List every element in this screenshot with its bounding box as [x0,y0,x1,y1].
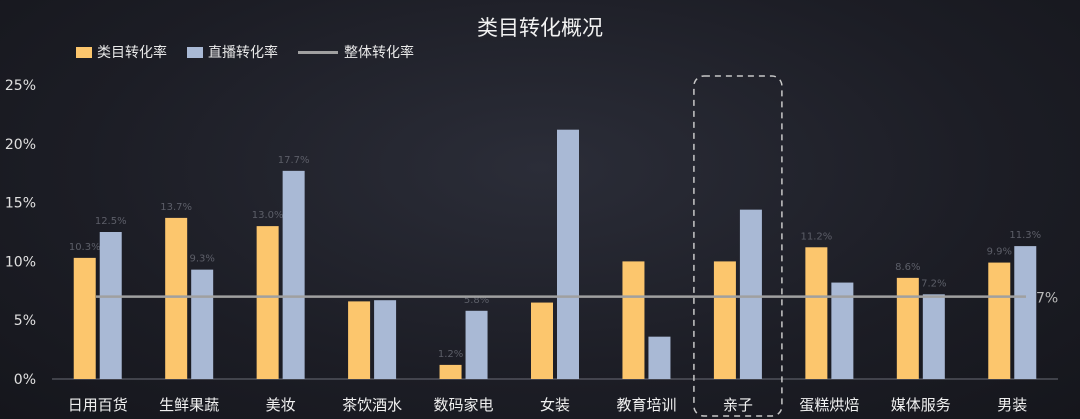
bar-category-rate [348,301,371,379]
data-label-live-rate: 17.7% [278,155,310,166]
legend-item-category-rate: 类目转化率 [76,42,167,62]
legend-label-overall-rate: 整体转化率 [344,45,414,61]
legend-swatch-overall-rate [298,50,338,54]
highlight-box [693,75,783,417]
bar-live-rate [1014,246,1037,379]
x-tick-label: 生鲜果蔬 [159,396,219,414]
bar-live-rate [191,269,214,379]
bar-category-rate [896,277,919,379]
data-label-live-rate: 12.5% [95,216,127,227]
bar-live-rate [739,209,762,379]
data-label-category-rate: 9.9% [987,247,1012,258]
bar-live-rate [465,310,488,379]
legend-swatch-category-rate [76,46,92,58]
data-label-live-rate: 9.3% [189,254,214,265]
x-tick-label: 数码家电 [434,396,494,414]
x-tick-label: 女装 [540,396,570,414]
chart-title: 类目转化概况 [477,16,603,40]
x-tick-label: 男装 [997,396,1027,414]
x-tick-label: 茶饮酒水 [342,396,402,414]
data-label-category-rate: 10.3% [69,242,101,253]
data-label-category-rate: 13.7% [160,202,192,213]
bar-live-rate [648,336,671,379]
legend-swatch-live-rate [187,46,203,58]
bar-live-rate [282,170,305,379]
bar-category-rate [165,217,188,379]
x-tick-label: 蛋糕烘焙 [799,396,859,414]
y-tick-label: 15% [5,196,36,212]
bar-category-rate [531,302,553,379]
data-label-category-rate: 8.6% [895,262,920,273]
bar-category-rate [73,257,96,379]
y-tick-label: 10% [5,254,36,270]
data-label-live-rate: 5.8% [464,295,489,306]
bar-live-rate [922,294,945,379]
legend-item-overall-rate: 整体转化率 [298,42,414,62]
chart-legend: 类目转化率 直播转化率 整体转化率 [76,42,434,62]
bar-category-rate [988,262,1011,379]
y-tick-label: 25% [5,78,36,94]
overall-rate-label: 7% [1036,291,1058,307]
x-tick-label: 媒体服务 [891,396,951,414]
y-tick-label: 5% [14,313,36,329]
data-label-category-rate: 1.2% [438,349,463,360]
x-tick-label: 教育培训 [616,396,676,414]
bar-live-rate [831,282,854,379]
bar-category-rate [713,261,736,379]
bar-category-rate [622,261,645,379]
bar-live-rate [99,232,122,379]
legend-item-live-rate: 直播转化率 [187,42,278,62]
x-tick-label: 美妆 [266,396,296,414]
data-label-live-rate: 7.2% [921,278,946,289]
x-tick-label: 日用百货 [68,396,128,414]
x-tick-label: 亲子 [723,396,753,414]
y-tick-label: 20% [5,137,36,153]
data-label-category-rate: 11.2% [800,231,832,242]
bar-category-rate [805,247,828,379]
data-label-live-rate: 11.3% [1009,230,1041,241]
bar-live-rate [374,300,397,379]
y-tick-label: 0% [14,372,36,388]
bar-category-rate [256,226,279,379]
data-label-category-rate: 13.0% [252,210,284,221]
bar-category-rate [439,364,462,379]
legend-label-category-rate: 类目转化率 [97,45,167,61]
legend-label-live-rate: 直播转化率 [208,45,278,61]
bar-live-rate [557,129,579,379]
